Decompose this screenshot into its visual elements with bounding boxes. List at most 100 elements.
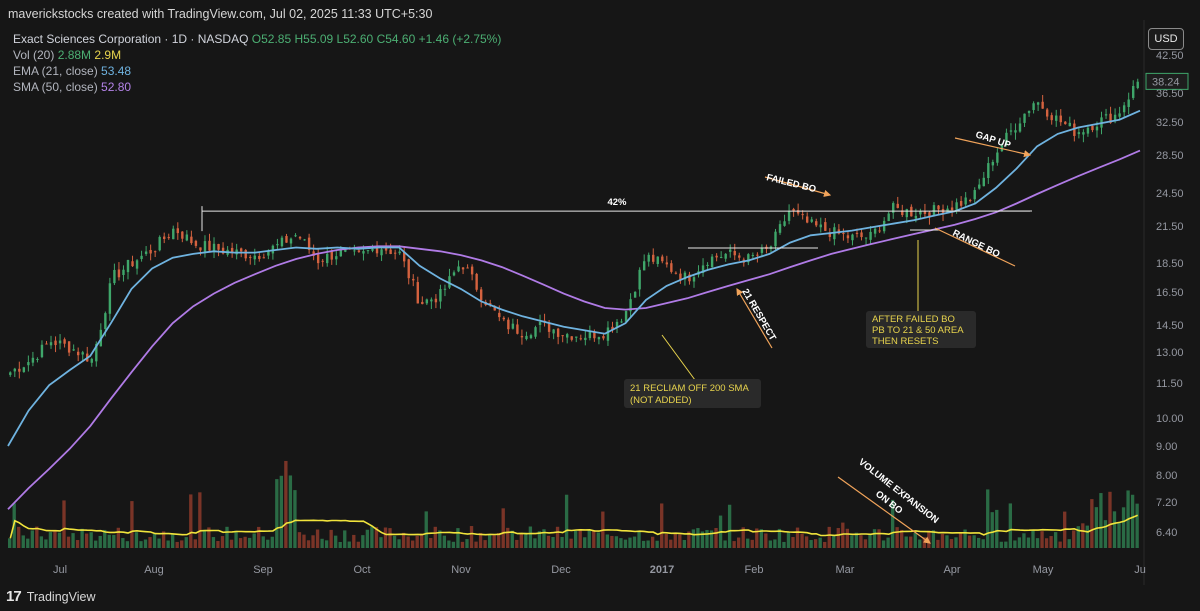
volume-bar [967,535,972,548]
gap-up-arrow [954,137,1032,158]
candle-body [452,272,456,276]
volume-bar [420,533,424,548]
volume-bar [795,527,800,548]
volume-bar [804,536,809,548]
volume-bar [447,540,451,548]
candle-body [22,367,26,373]
volume-bar [438,530,442,548]
volume-bar [442,535,447,548]
candle-body [710,256,714,267]
volume-bar [918,539,922,548]
tradingview-footer[interactable]: 17 TradingView [6,588,95,605]
volume-bar [180,540,184,548]
volume-bar [560,536,564,548]
volume-bar [139,541,143,548]
currency-button[interactable]: USD [1148,28,1184,50]
candle-body [1055,115,1058,121]
volume-bar [578,528,582,548]
volume-bar [39,536,44,548]
percent-gain-label: 42% [607,197,627,208]
volume-bar [374,527,379,548]
candle-body [892,203,895,213]
candle-body [805,216,809,223]
candle-body [652,254,655,262]
open-value: O52.85 [251,32,292,46]
volume-bar [125,541,130,548]
volume-bar [66,536,71,548]
volume-bar [225,526,229,548]
volume-bar [112,534,116,548]
candle-body [344,249,347,252]
candle-body [253,255,256,260]
candle-body [1109,113,1112,123]
candle-body [579,338,582,340]
candle-body [131,261,134,267]
candle-body [606,327,610,341]
candle-body [1018,123,1022,132]
volume-bar [189,494,193,548]
candle-body [63,339,66,344]
candle-body [153,251,157,253]
candle-body [479,289,483,301]
candle-body [493,306,496,311]
range-bo-line [934,227,1016,267]
candle-body [629,299,632,312]
volume-bar [755,528,759,548]
candle-body [1082,132,1085,135]
sma-legend[interactable]: SMA (50, close) 52.80 [13,80,131,94]
volume-bar [678,534,682,548]
volume-bar [506,527,510,548]
ema-legend[interactable]: EMA (21, close) 53.48 [13,64,131,78]
volume-bar [474,541,478,548]
volume-bar [999,541,1003,548]
low-value: L52.60 [336,32,374,46]
candle-body [416,282,419,304]
volume-bar [116,527,120,548]
candle-body [158,236,161,251]
volume-bar [451,541,456,548]
y-tick-label: 10.00 [1156,413,1184,425]
candle-body [1050,115,1053,121]
sma-label: SMA (50, close) [13,80,98,94]
volume-bar [823,541,827,548]
volume-bar [211,537,216,548]
volume-bar [343,530,347,548]
candle-body [670,263,673,272]
candle-body [1014,130,1017,133]
volume-bar [818,537,822,548]
candle-body [661,256,664,262]
y-tick-label: 21.50 [1156,221,1184,233]
candle-body [393,252,397,254]
volume-bar [302,534,306,548]
volume-bar [809,540,813,548]
volume-bar [238,538,243,548]
volume-bar [247,537,252,548]
candle-body [457,266,460,272]
candle-body [249,256,252,258]
candle-body [1032,103,1035,111]
volume-bar [936,539,940,548]
candle-body [738,255,741,258]
candle-body [443,288,447,290]
volume-legend[interactable]: Vol (20) 2.88M 2.9M [13,48,121,62]
candle-body [375,247,379,254]
ema-value: 53.48 [101,64,132,78]
candle-body [538,321,542,326]
candle-body [76,351,80,356]
candle-body [362,251,365,254]
volume-bar [161,531,166,548]
volume-bar [62,500,66,548]
close-value: C54.60 [376,32,416,46]
volume-ma-value: 2.9M [94,48,122,62]
candle-body [1041,101,1044,109]
candle-body [307,237,311,250]
y-tick-label: 28.50 [1156,150,1184,162]
candle-body [194,240,198,246]
candle-body [964,197,967,205]
candle-body [991,161,995,166]
candle-body [1059,115,1062,123]
volume-bar [1017,537,1022,548]
volume-bar [768,540,773,548]
volume-bar [854,532,859,548]
